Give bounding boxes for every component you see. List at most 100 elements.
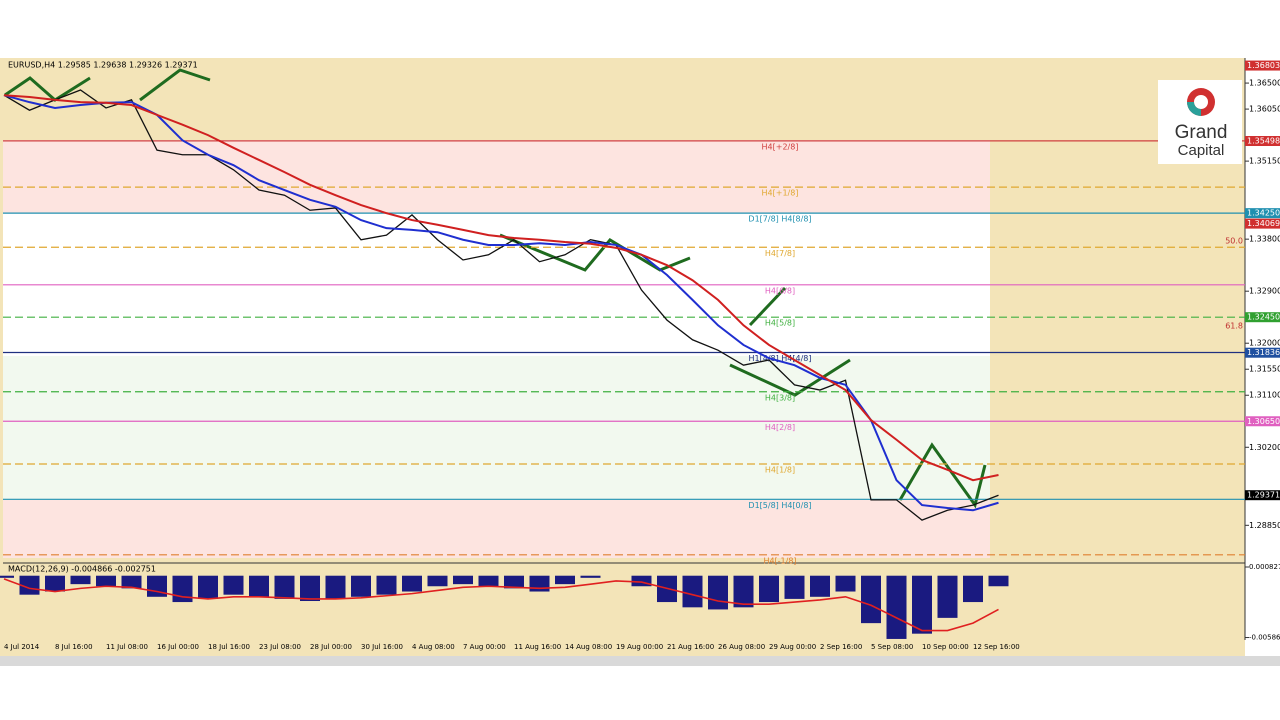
level-label: H4[6/8]	[765, 286, 795, 295]
macd-bar	[861, 575, 881, 624]
macd-bar	[784, 575, 805, 599]
macd-bar	[325, 575, 346, 599]
macd-bar	[504, 575, 524, 589]
level-label: H4[1/8]	[765, 466, 795, 475]
fib-label: 61.8	[1225, 321, 1243, 330]
price-line	[3, 89, 999, 521]
x-tick-label: 16 Jul 00:00	[157, 643, 199, 651]
fib-label: 50.0	[1225, 236, 1243, 245]
price-tag	[1245, 136, 1280, 147]
logo-icon-part	[1187, 102, 1201, 116]
macd-bar	[223, 575, 244, 595]
y-tick-label: 1.30200	[1249, 443, 1280, 452]
macd-bar	[427, 575, 448, 587]
moving-average	[3, 94, 999, 482]
y-tick-label: -0.005865	[1249, 634, 1280, 642]
level-label: H4[7/8]	[765, 249, 795, 258]
macd-bar	[963, 575, 983, 603]
x-tick-label: 23 Jul 08:00	[259, 643, 301, 651]
x-tick-label: 30 Jul 16:00	[361, 643, 403, 651]
zone-green	[3, 356, 990, 500]
macd-bar	[733, 575, 754, 608]
macd-bar	[912, 575, 932, 634]
y-tick-label: 1.32900	[1249, 287, 1280, 296]
macd-bar	[759, 575, 779, 603]
x-tick-label: 28 Jul 00:00	[310, 643, 352, 651]
x-tick-label: 11 Jul 08:00	[106, 643, 148, 651]
price-tag	[1245, 60, 1280, 71]
level-label: H4[3/8]	[765, 393, 795, 402]
tab-bar	[0, 656, 1280, 666]
macd-title: MACD(12,26,9) -0.004866 -0.002751	[8, 565, 156, 574]
price-tag	[1245, 490, 1280, 501]
y-tick-label: 1.36500	[1249, 79, 1280, 88]
arrow	[4, 76, 91, 102]
logo-text: Grand	[1175, 122, 1228, 143]
macd-bar	[478, 575, 499, 587]
arrow	[139, 68, 211, 102]
x-tick-label: 10 Sep 00:00	[922, 643, 969, 651]
y-tick-label: 1.31550	[1249, 365, 1280, 374]
x-tick-label: 7 Aug 00:00	[463, 643, 506, 651]
price-tag-label: 1.35498	[1247, 137, 1280, 146]
top-margin	[0, 0, 1280, 58]
y-tick-label: 1.33800	[1249, 235, 1280, 244]
price-tag	[1245, 218, 1280, 229]
price-tag-label: 1.34250	[1247, 209, 1280, 218]
price-tag-label: 1.36803	[1247, 61, 1280, 70]
price-tag-label: 1.32450	[1247, 313, 1280, 322]
x-tick-label: 18 Jul 16:00	[208, 643, 250, 651]
level-label: H4[-1/8]	[763, 556, 796, 565]
price-tag	[1245, 312, 1280, 323]
macd-bar	[555, 575, 575, 585]
macd-bar	[300, 575, 320, 602]
macd-bar	[274, 575, 295, 599]
logo-text: Capital	[1178, 142, 1225, 159]
x-tick-label: 14 Aug 08:00	[565, 643, 612, 651]
y-tick-label: 1.31100	[1249, 391, 1280, 400]
macd-bar	[0, 575, 14, 578]
x-tick-label: 2 Sep 16:00	[820, 643, 862, 651]
macd-bar	[988, 575, 1009, 587]
macd-bar	[682, 575, 703, 608]
y-tick-label: 1.35150	[1249, 157, 1280, 166]
macd-bar	[147, 575, 167, 597]
macd-bar	[937, 575, 958, 618]
macd-bar	[453, 575, 473, 585]
level-label: D1[7/8] H4[8/8]	[748, 215, 811, 224]
price-tag	[1245, 208, 1280, 219]
arrow	[748, 286, 787, 327]
price-tag	[1245, 416, 1280, 427]
level-label: H4[+2/8]	[762, 142, 799, 151]
price-tag-label: 1.34069	[1247, 219, 1280, 228]
x-tick-label: 4 Jul 2014	[4, 643, 40, 651]
logo-icon-inner	[1194, 95, 1208, 109]
zone-pink	[3, 500, 990, 558]
level-label: D1[5/8] H4[0/8]	[748, 501, 811, 510]
level-label: H4[+1/8]	[762, 189, 799, 198]
macd-bar	[198, 575, 218, 599]
x-tick-label: 29 Aug 00:00	[769, 643, 816, 651]
macd-bar	[810, 575, 830, 597]
macd-bar	[70, 575, 91, 585]
macd-bar	[121, 575, 142, 589]
macd-bar	[351, 575, 371, 597]
y-tick-label: 1.28850	[1249, 521, 1280, 530]
macd-bar	[402, 575, 422, 592]
arrow	[898, 442, 987, 509]
x-tick-label: 5 Sep 08:00	[871, 643, 913, 651]
price-tag	[1245, 347, 1280, 358]
price-tag-label: 1.30650	[1247, 417, 1280, 426]
macd-bar	[19, 575, 40, 595]
x-tick-label: 4 Aug 08:00	[412, 643, 455, 651]
macd-bar	[631, 575, 652, 587]
level-label: H4[5/8]	[765, 319, 795, 328]
macd-bar	[708, 575, 728, 610]
bottom-margin	[0, 656, 1280, 720]
level-label: H4[2/8]	[765, 423, 795, 432]
macd-bar	[835, 575, 856, 592]
x-tick-label: 21 Aug 16:00	[667, 643, 714, 651]
x-tick-label: 12 Sep 16:00	[973, 643, 1020, 651]
signal-line	[3, 578, 999, 632]
